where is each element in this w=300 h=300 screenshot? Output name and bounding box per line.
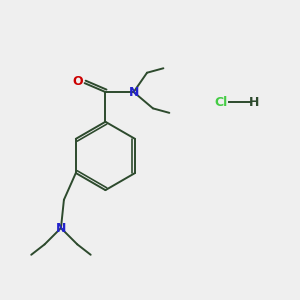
Text: O: O <box>73 75 83 88</box>
Text: Cl: Cl <box>215 96 228 109</box>
Text: N: N <box>128 85 139 98</box>
Text: N: N <box>56 221 66 235</box>
Text: H: H <box>249 96 259 109</box>
